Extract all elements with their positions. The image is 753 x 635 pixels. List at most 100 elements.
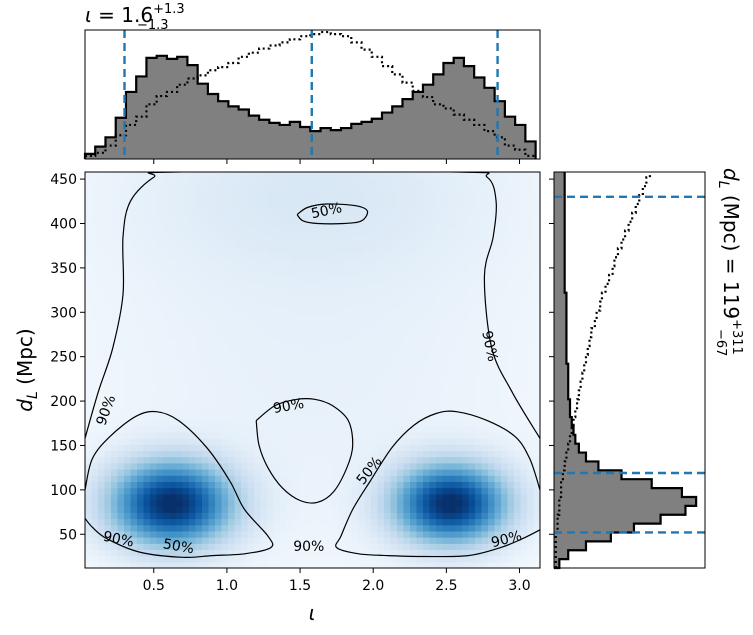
heatmap-cell <box>312 172 320 179</box>
heatmap-cell <box>286 184 294 192</box>
heatmap-cell <box>91 499 99 507</box>
heatmap-cell <box>442 227 450 235</box>
heatmap-cell <box>364 178 372 185</box>
heatmap-cell <box>189 295 197 303</box>
heatmap-cell <box>410 382 418 390</box>
heatmap-cell <box>364 400 372 408</box>
heatmap-cell <box>338 320 346 328</box>
heatmap-cell <box>169 499 177 507</box>
heatmap-cell <box>325 407 333 414</box>
right-marginal-histogram: dL (Mpc) = 119+311−67 <box>549 168 744 570</box>
heatmap-cell <box>338 172 346 179</box>
heatmap-cell <box>488 394 496 402</box>
heatmap-cell <box>189 301 197 309</box>
heatmap-cell <box>169 246 177 254</box>
heatmap-cell <box>514 549 522 557</box>
heatmap-cell <box>215 444 223 452</box>
heatmap-cell <box>501 277 509 284</box>
heatmap-cell <box>182 363 190 371</box>
heatmap-cell <box>312 264 320 272</box>
heatmap-cell <box>442 240 450 247</box>
heatmap-cell <box>215 221 223 229</box>
heatmap-cell <box>228 345 236 353</box>
heatmap-cell <box>377 438 385 445</box>
heatmap-cell <box>533 407 540 414</box>
heatmap-cell <box>371 215 379 223</box>
heatmap-cell <box>364 246 372 254</box>
heatmap-cell <box>111 431 119 439</box>
heatmap-cell <box>91 425 99 433</box>
heatmap-cell <box>98 264 106 272</box>
heatmap-cell <box>332 481 340 489</box>
heatmap-cell <box>202 561 210 568</box>
heatmap-cell <box>234 190 242 198</box>
contour-label: 90% <box>102 529 136 551</box>
heatmap-cell <box>494 487 502 495</box>
heatmap-cell <box>488 332 496 340</box>
heatmap-cell <box>163 314 171 322</box>
heatmap-cell <box>403 444 411 452</box>
heatmap-cell <box>436 314 444 322</box>
heatmap-cell <box>455 462 463 470</box>
heatmap-cell <box>488 450 496 458</box>
heatmap-cell <box>286 506 294 513</box>
heatmap-cell <box>143 202 151 210</box>
heatmap-cell <box>332 332 340 340</box>
heatmap-cell <box>358 289 366 297</box>
heatmap-cell <box>306 221 314 229</box>
heatmap-cell <box>234 400 242 408</box>
heatmap-cell <box>462 376 470 383</box>
heatmap-cell <box>410 407 418 414</box>
heatmap-cell <box>208 271 216 278</box>
heatmap-cell <box>527 196 535 204</box>
heatmap-cell <box>260 357 268 365</box>
heatmap-cell <box>202 184 210 192</box>
heatmap-cell <box>397 487 405 495</box>
heatmap-cell <box>403 332 411 340</box>
heatmap-cell <box>423 190 431 198</box>
heatmap-cell <box>377 308 385 315</box>
heatmap-cell <box>429 419 437 427</box>
heatmap-cell <box>124 246 132 254</box>
heatmap-cell <box>520 524 528 532</box>
heatmap-cell <box>338 400 346 408</box>
heatmap-cell <box>208 202 216 210</box>
heatmap-cell <box>520 450 528 458</box>
heatmap-cell <box>176 289 184 297</box>
heatmap-cell <box>293 388 301 396</box>
heatmap-cell <box>163 264 171 272</box>
heatmap-cell <box>390 283 398 291</box>
heatmap-cell <box>228 202 236 210</box>
heatmap-cell <box>527 215 535 223</box>
heatmap-cell <box>254 345 262 353</box>
heatmap-cell <box>85 537 93 544</box>
heatmap-cell <box>501 314 509 322</box>
heatmap-cell <box>533 394 540 402</box>
heatmap-cell <box>364 326 372 334</box>
heatmap-cell <box>299 363 307 371</box>
heatmap-cell <box>299 419 307 427</box>
heatmap-cell <box>280 326 288 334</box>
heatmap-cell <box>494 438 502 445</box>
heatmap-cell <box>156 202 164 210</box>
heatmap-cell <box>507 363 515 371</box>
heatmap-cell <box>527 258 535 266</box>
heatmap-cell <box>169 425 177 433</box>
heatmap-cell <box>137 326 145 334</box>
heatmap-cell <box>202 351 210 359</box>
heatmap-cell <box>442 469 450 476</box>
heatmap-cell <box>273 277 281 284</box>
heatmap-cell <box>332 555 340 563</box>
heatmap-cell <box>221 425 229 433</box>
heatmap-cell <box>423 518 431 526</box>
heatmap-cell <box>403 283 411 291</box>
heatmap-cell <box>312 339 320 346</box>
heatmap-cell <box>410 444 418 452</box>
heatmap-cell <box>488 487 496 495</box>
heatmap-cell <box>137 512 145 520</box>
heatmap-cell <box>403 499 411 507</box>
heatmap-cell <box>358 450 366 458</box>
heatmap-cell <box>117 202 125 210</box>
heatmap-cell <box>280 289 288 297</box>
right-histogram-bar <box>554 514 661 525</box>
